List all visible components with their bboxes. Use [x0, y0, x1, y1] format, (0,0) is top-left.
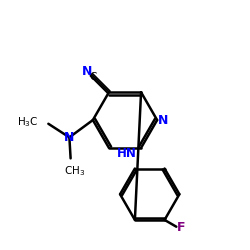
- Text: HN: HN: [117, 147, 137, 160]
- Text: F: F: [177, 221, 186, 234]
- Text: N: N: [158, 114, 168, 126]
- Text: H$_3$C: H$_3$C: [18, 115, 39, 129]
- Text: N: N: [82, 64, 92, 78]
- Text: N: N: [64, 131, 74, 144]
- Text: CH$_3$: CH$_3$: [64, 164, 85, 177]
- Text: C: C: [90, 72, 97, 82]
